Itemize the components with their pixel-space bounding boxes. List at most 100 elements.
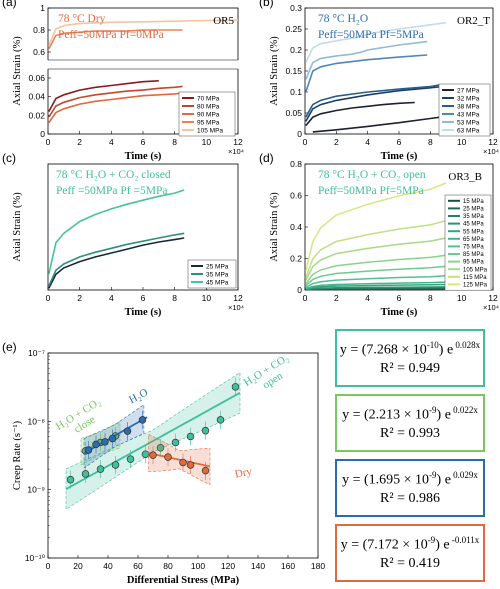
series-line-63-MPa [305, 21, 447, 63]
y-tick-label: 0.6 [290, 191, 302, 201]
data-point [123, 427, 132, 435]
equation-box: y = (1.695 × 10-9) e 0.029x R² = 0.986 [335, 459, 485, 517]
y-tick-label: 0.6 [33, 47, 45, 57]
data-point [138, 416, 147, 424]
fit-line [65, 392, 241, 490]
y-tick-label: 0 [40, 129, 45, 139]
legend-entry: 65 MPa [463, 237, 484, 243]
panel-label: (c) [2, 151, 16, 165]
x-tick-label: 4 [109, 137, 114, 147]
panel-label: (e) [2, 340, 17, 354]
x-tick-label: 12 [488, 293, 498, 303]
x-axis-label: Differential Stress (MPa) [127, 575, 240, 586]
x-tick-label: 10 [457, 137, 467, 147]
legend-entry: 105 MPa [463, 267, 488, 273]
panel-e: 0 20 40 60 80 100 120 140 160 180 10⁻¹⁰ 10⁻⁹ 10⁻⁸ 10⁻… [2, 340, 325, 586]
panel-c: 0 2 4 6 8 10 12 Time (s) ×10⁴ Axial Strain (%) (c)… [2, 151, 244, 318]
condition-line-2: Peff=50MPa Pf=0MPa [58, 29, 164, 41]
series-line-35-MPa [48, 232, 185, 287]
panel-label: (a) [2, 0, 17, 9]
x-axis-label: Time (s) [381, 307, 418, 318]
series-line-65-MPa [305, 281, 447, 290]
x-exponent-label: ×10⁴ [483, 303, 499, 312]
condition-line-1: 78 °C H₂O [318, 13, 368, 25]
equation-box: y = (2.213 × 10-9) e 0.022x R² = 0.993 [335, 394, 485, 452]
x-tick-label: 6 [141, 293, 146, 303]
y-axis-label: Axial Strain (%) [269, 36, 280, 106]
data-point [179, 458, 187, 467]
legend-entry: 90 MPa [197, 111, 220, 118]
legend-entry: 25 MPa [463, 207, 484, 213]
x-tick-label: 4 [365, 293, 370, 303]
x-tick-label: 0 [303, 293, 308, 303]
data-point [111, 461, 120, 469]
legend-entry: 85 MPa [463, 252, 484, 258]
x-tick-label: 10 [457, 293, 467, 303]
condition-line-2: Peff =50MPa Pf =5MPa [56, 185, 167, 197]
x-tick-label: 4 [365, 137, 370, 147]
condition-line-2: Peff=50MPa Pf=5MPa [318, 29, 424, 41]
x-axis-label: Time (s) [125, 151, 162, 162]
y-tick-label: 10⁻¹⁰ [25, 553, 46, 563]
x-tick-label: 8 [428, 293, 433, 303]
legend-entry: 35 MPa [463, 214, 484, 220]
series-line-53-MPa [305, 40, 428, 80]
legend-entry: 95 MPa [197, 119, 220, 126]
legend-entry: 80 MPa [197, 103, 220, 110]
data-point [96, 465, 105, 473]
y-tick-label: 0.06 [28, 73, 45, 83]
x-tick-label: 140 [251, 561, 265, 571]
legend-entry: 125 MPa [463, 283, 488, 289]
data-point [201, 466, 210, 475]
data-point [201, 426, 210, 435]
y-tick-label: 0.1 [290, 87, 302, 97]
fit-r-squared: R² = 0.419 [380, 555, 440, 571]
y-axis-label: Axial Strain (%) [269, 192, 280, 262]
x-axis-label: Time (s) [125, 307, 162, 318]
fit-equation: y = (7.172 × 10-9) e -0.011x [340, 535, 480, 553]
x-tick-label: 40 [103, 561, 113, 571]
condition-line-1: 78 °C Dry [58, 13, 106, 25]
x-exponent-label: ×10⁴ [228, 303, 244, 312]
equation-box: y = (7.172 × 10-9) e -0.011x R² = 0.419 [335, 524, 485, 582]
y-tick-label: 0.02 [28, 110, 45, 120]
y-axis-label: Creep Rate (s⁻¹) [12, 420, 23, 490]
x-exponent-label: ×10⁴ [228, 147, 244, 156]
legend-entry: 45 MPa [206, 279, 229, 286]
fit-r-squared: R² = 0.986 [380, 490, 440, 506]
legend-entry: 15 MPa [463, 199, 484, 205]
legend-entry: 38 MPa [457, 103, 480, 110]
series-label-line: Dry [234, 465, 254, 480]
y-tick-label: 10⁻⁷ [28, 348, 45, 358]
data-point [186, 461, 195, 469]
x-tick-label: 0 [46, 137, 51, 147]
legend-box [444, 194, 492, 291]
x-tick-label: 8 [172, 293, 177, 303]
x-tick-label: 8 [172, 137, 177, 147]
x-tick-label: 4 [109, 293, 114, 303]
series-line-25-MPa [48, 237, 185, 289]
x-tick-label: 6 [397, 137, 402, 147]
legend-entry: 43 MPa [457, 111, 480, 118]
data-point [101, 438, 109, 446]
series-line-32-MPa [305, 85, 443, 122]
series-label: Dry [234, 465, 254, 480]
data-point [186, 432, 195, 441]
data-point [126, 455, 135, 463]
y-axis-label: Axial Strain (%) [12, 36, 23, 106]
x-tick-label: 8 [428, 137, 433, 147]
y-tick-label: 0.8 [33, 25, 45, 35]
x-tick-label: 160 [281, 561, 295, 571]
panel-label: (d) [259, 151, 274, 165]
y-tick-label: 0.4 [290, 222, 302, 232]
legend-entry: 55 MPa [463, 229, 484, 235]
y-tick-label: 10⁻⁸ [27, 416, 45, 426]
series-line-90-MPa [48, 92, 183, 124]
fit-equation: y = (7.268 × 10-10) e 0.028x [339, 340, 481, 358]
series-line-95-MPa [48, 29, 183, 50]
legend-entry: 53 MPa [457, 119, 480, 126]
x-tick-label: 80 [163, 561, 173, 571]
series-line-75-MPa [305, 275, 447, 289]
y-axis-label: Axial Strain (%) [12, 192, 23, 262]
